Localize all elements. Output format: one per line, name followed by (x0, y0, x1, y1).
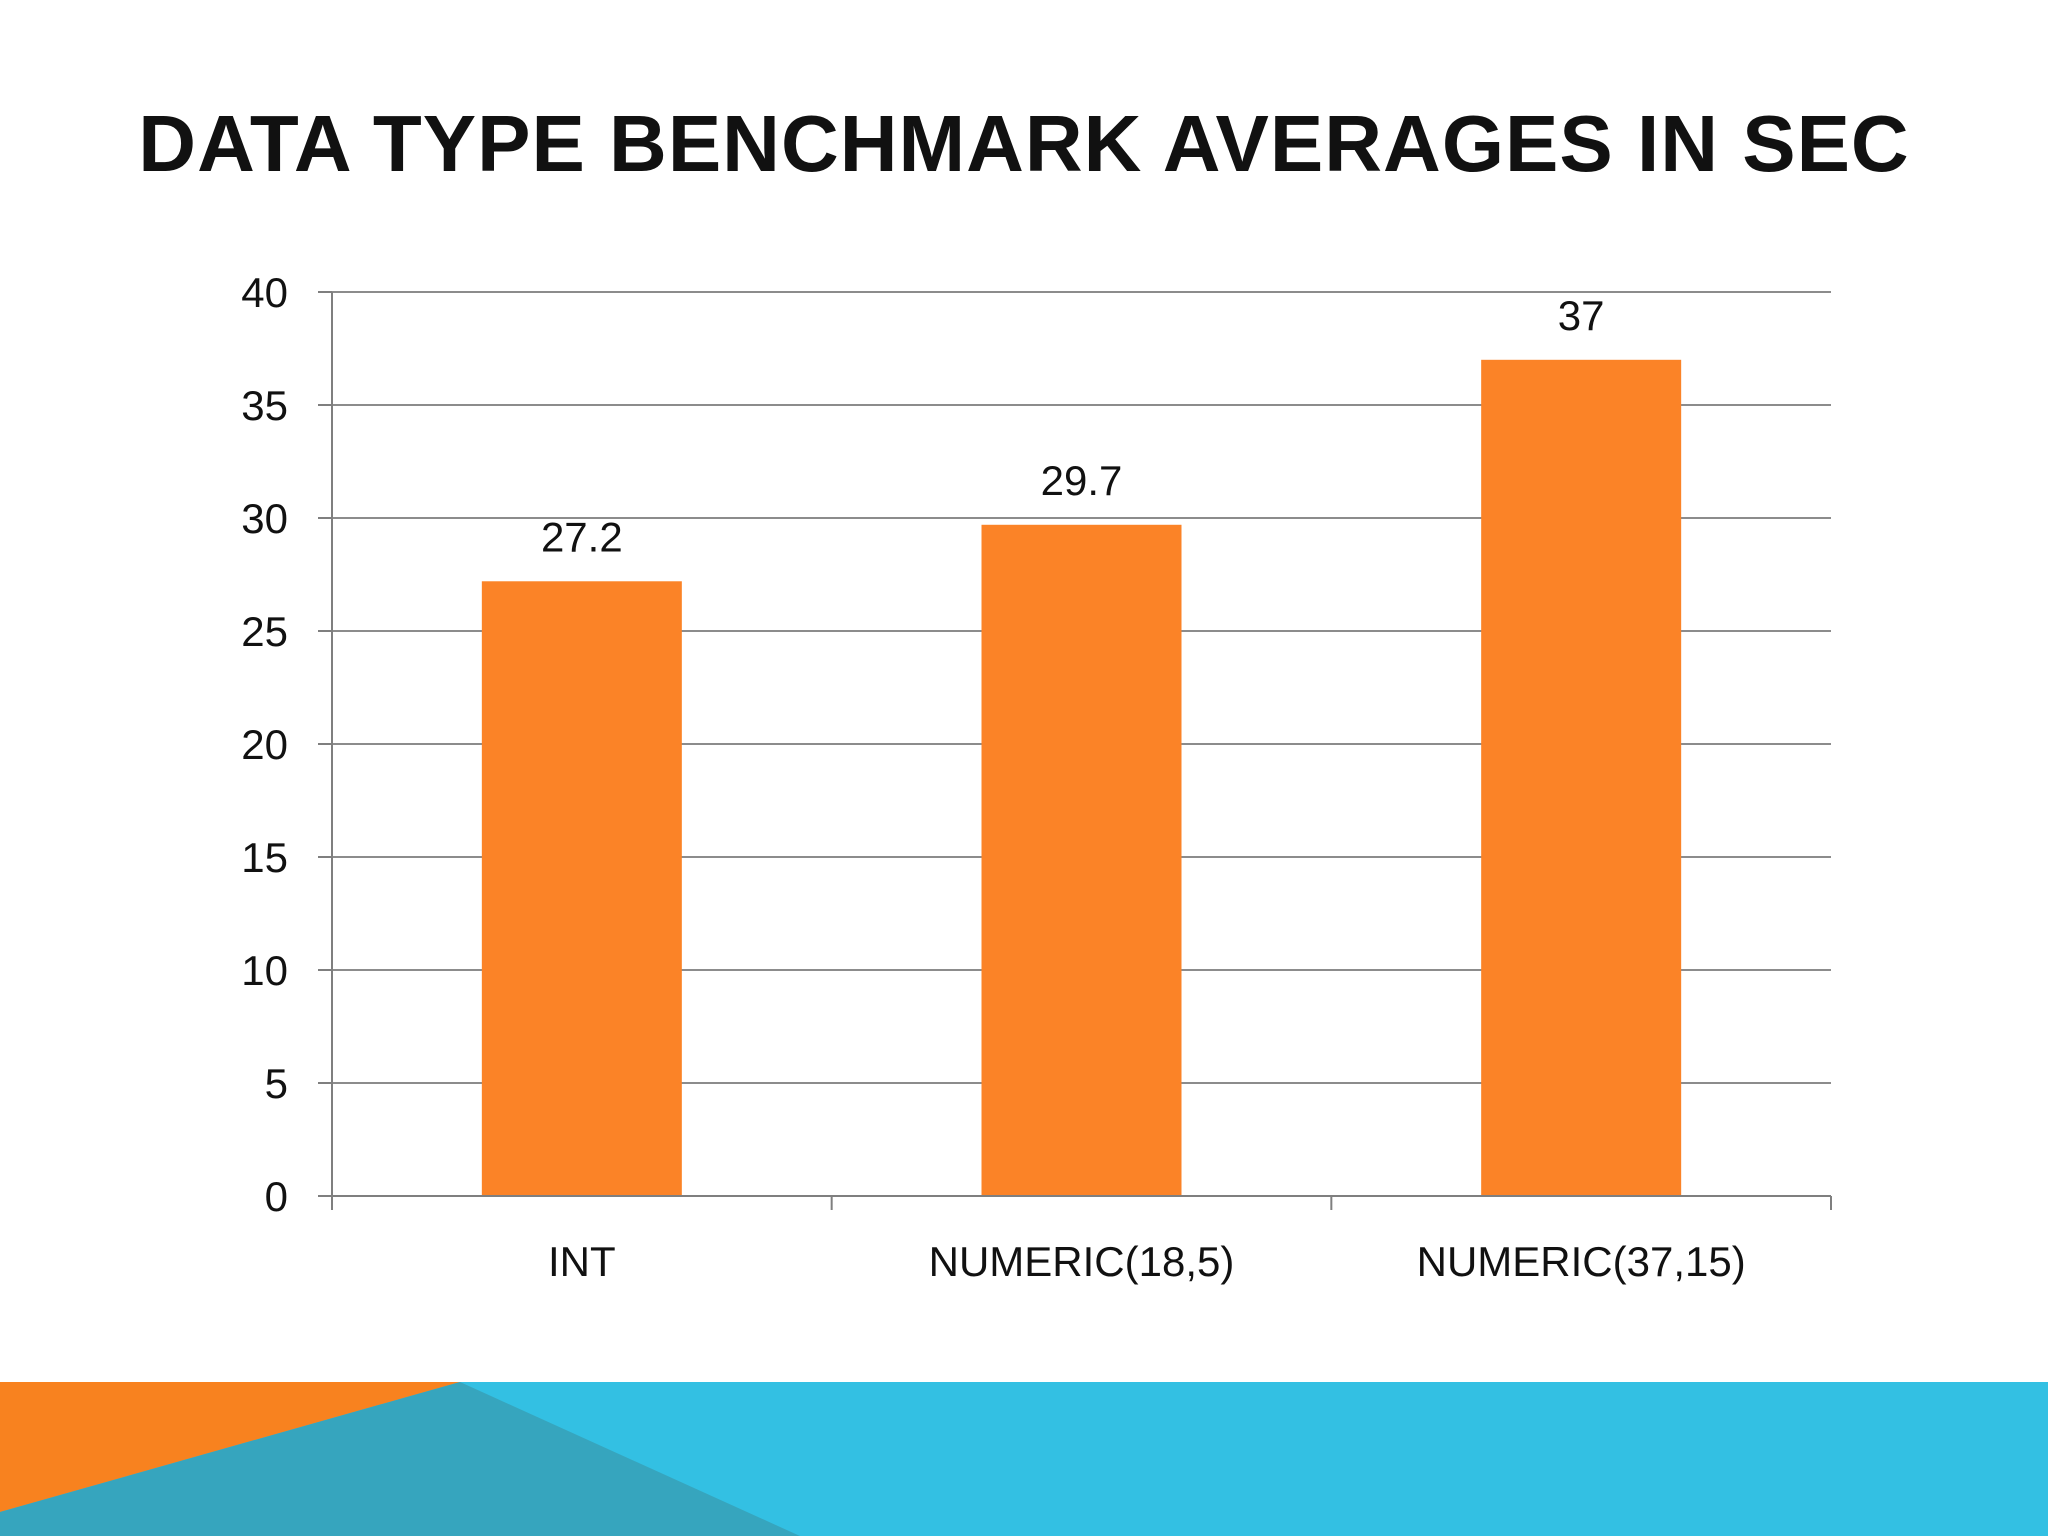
bar (1481, 359, 1682, 1196)
labels: 0 5 10 15 20 25 30 35 40 INT 27.2 NUMERIC(18,5) 29.7… (241, 269, 1745, 1285)
bar-chart: 0 5 10 15 20 25 30 35 40 INT 27.2 NUMERIC(18,5) 29.7… (241, 269, 1832, 1285)
y-tick-label: 0 (265, 1173, 288, 1220)
data-label: 27.2 (541, 513, 623, 560)
y-tick-label: 10 (241, 947, 288, 994)
footer-band (0, 1382, 2048, 1536)
bar (481, 581, 682, 1196)
footer-teal-shape (0, 1382, 800, 1536)
x-category-label: NUMERIC(37,15) (1417, 1238, 1746, 1285)
bar (981, 524, 1182, 1196)
x-category-label: INT (548, 1238, 616, 1285)
x-category-label: NUMERIC(18,5) (929, 1238, 1235, 1285)
y-tick-label: 25 (241, 608, 288, 655)
y-tick-label: 20 (241, 721, 288, 768)
slide-title: DATA TYPE BENCHMARK AVERAGES IN SEC (138, 99, 1910, 188)
axes (318, 291, 1832, 1210)
y-tick-label: 5 (265, 1060, 288, 1107)
data-label: 29.7 (1041, 457, 1123, 504)
bars (481, 359, 1682, 1196)
y-tick-label: 40 (241, 269, 288, 316)
data-label: 37 (1558, 292, 1605, 339)
y-tick-label: 30 (241, 495, 288, 542)
y-tick-label: 15 (241, 834, 288, 881)
y-tick-label: 35 (241, 382, 288, 429)
